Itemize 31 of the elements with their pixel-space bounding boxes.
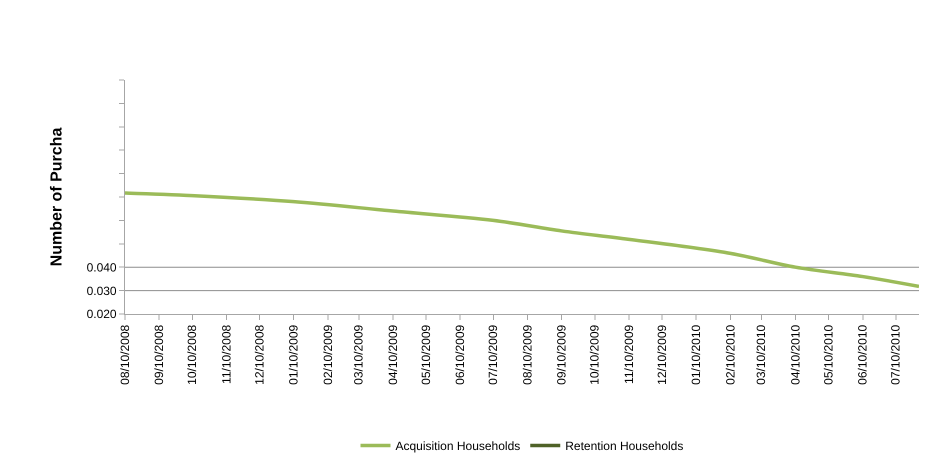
x-tick-label: 03/10/2009 — [352, 324, 366, 385]
x-tick-label: 03/10/2010 — [754, 324, 768, 385]
x-tick-label: 07/10/2010 — [888, 324, 903, 385]
x-tick-label: 06/10/2010 — [856, 324, 870, 385]
x-tick-label: 08/10/2009 — [520, 324, 534, 385]
x-tick-label: 10/10/2009 — [588, 324, 602, 385]
x-tick-label: 11/10/2008 — [219, 324, 234, 384]
x-tick-label: 04/10/2009 — [386, 324, 400, 385]
x-tick-label: 05/10/2010 — [821, 324, 836, 385]
x-tick-label: 12/10/2008 — [252, 324, 266, 385]
x-tick-label: 09/10/2008 — [152, 324, 166, 385]
x-tick-label: 06/10/2009 — [453, 324, 468, 385]
x-tick-label: 08/10/2008 — [118, 324, 132, 385]
x-tick-label: 07/10/2009 — [486, 324, 500, 385]
y-tick-label: 0.030 — [86, 284, 117, 298]
line-series — [125, 191, 919, 288]
y-axis-title: Number of Purcha — [48, 128, 66, 266]
y-tick-label: 0.040 — [86, 260, 117, 274]
x-tick-label: 09/10/2009 — [554, 324, 569, 385]
x-tick-label: 05/10/2009 — [418, 324, 433, 385]
x-tick-label: 12/10/2009 — [654, 324, 669, 385]
x-tick-label: 01/10/2009 — [286, 324, 301, 385]
x-tick-label: 10/10/2008 — [185, 324, 200, 385]
y-tick-label: 0.020 — [86, 307, 117, 322]
x-tick-label: 02/10/2009 — [320, 324, 335, 385]
legend-label: Retention Households — [565, 439, 684, 454]
x-tick-label: 02/10/2010 — [723, 324, 738, 385]
legend-label: Acquisition Households — [396, 439, 520, 454]
x-tick-label: 04/10/2010 — [788, 324, 802, 385]
x-tick-label: 01/10/2010 — [689, 324, 704, 385]
x-tick-label: 11/10/2009 — [622, 324, 636, 384]
